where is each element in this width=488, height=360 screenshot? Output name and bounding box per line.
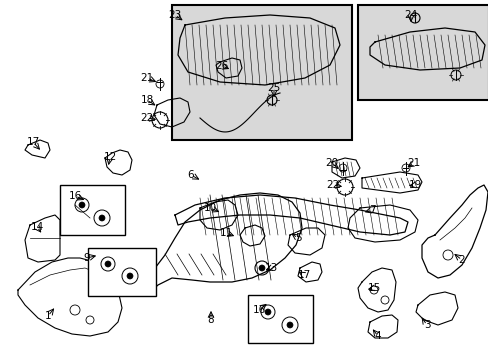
Text: 26: 26 <box>215 61 228 71</box>
Circle shape <box>259 265 264 271</box>
Text: 12: 12 <box>103 152 116 162</box>
Text: 5: 5 <box>294 233 301 243</box>
Text: 19: 19 <box>407 180 421 190</box>
Text: 16: 16 <box>252 305 265 315</box>
Text: 13: 13 <box>264 263 277 273</box>
Text: 16: 16 <box>68 191 81 201</box>
Text: 4: 4 <box>374 331 381 341</box>
Text: 15: 15 <box>366 283 380 293</box>
Text: 24: 24 <box>404 10 417 20</box>
Text: 20: 20 <box>325 158 338 168</box>
Text: 17: 17 <box>297 270 310 280</box>
Bar <box>247 295 312 343</box>
Text: 18: 18 <box>140 95 153 105</box>
Text: 3: 3 <box>423 320 429 330</box>
Text: 11: 11 <box>219 228 232 238</box>
Text: 22: 22 <box>325 180 339 190</box>
Circle shape <box>79 202 85 208</box>
Bar <box>172 5 351 140</box>
Circle shape <box>105 261 111 267</box>
Text: 9: 9 <box>83 253 90 263</box>
Circle shape <box>127 273 133 279</box>
Text: 23: 23 <box>168 10 181 20</box>
Text: 6: 6 <box>187 170 194 180</box>
Text: 17: 17 <box>26 137 40 147</box>
Bar <box>357 5 488 100</box>
Text: 21: 21 <box>140 73 153 83</box>
Text: 21: 21 <box>407 158 420 168</box>
Text: 8: 8 <box>207 315 214 325</box>
Text: 22: 22 <box>140 113 153 123</box>
Circle shape <box>264 309 270 315</box>
Bar <box>60 185 125 235</box>
Circle shape <box>99 215 105 221</box>
Bar <box>88 248 156 296</box>
Text: 1: 1 <box>44 311 51 321</box>
Text: 10: 10 <box>203 203 216 213</box>
Bar <box>357 5 488 100</box>
Text: 25: 25 <box>267 83 280 93</box>
Text: 14: 14 <box>30 222 43 232</box>
Text: 2: 2 <box>458 255 465 265</box>
Bar <box>172 5 351 140</box>
Circle shape <box>286 322 292 328</box>
Text: 7: 7 <box>368 205 375 215</box>
